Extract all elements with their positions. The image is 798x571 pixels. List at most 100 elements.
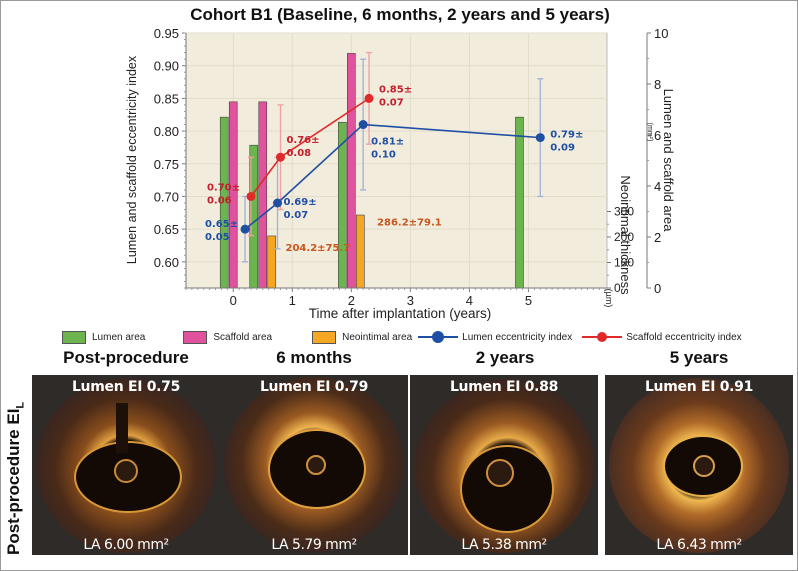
data-label: 0.07 bbox=[379, 97, 404, 108]
legend: Lumen area Scaffold area Neointimal area… bbox=[62, 328, 742, 346]
bars bbox=[219, 53, 524, 289]
x-tick-label: 2 bbox=[348, 293, 355, 308]
y-tick-label-neointimal: 200 bbox=[614, 230, 634, 244]
line-lumen-eccentricity-index bbox=[244, 123, 541, 230]
bar-neointimal-area bbox=[267, 235, 277, 289]
data-label: 0.65± bbox=[205, 219, 238, 230]
legend-label: Scaffold area bbox=[213, 331, 273, 343]
data-label: 0.76± bbox=[286, 135, 319, 146]
plot-area bbox=[185, 32, 608, 289]
x-tick-label: 3 bbox=[407, 293, 414, 308]
x-tick-label: 4 bbox=[466, 293, 473, 308]
lumen-area-label: LA 6.00 mm² bbox=[83, 537, 169, 553]
y-tick-label-left: 0.85 bbox=[154, 91, 179, 106]
y-tick-label-left: 0.60 bbox=[154, 255, 179, 270]
y-tick-label-left: 0.80 bbox=[154, 124, 179, 139]
catheter bbox=[693, 455, 715, 477]
lumen-ei-label: Lumen EI 0.91 bbox=[644, 379, 754, 395]
lumen-area-label: LA 5.79 mm² bbox=[271, 537, 357, 553]
oct-image-5-years: Lumen EI 0.91 LA 6.43 mm² bbox=[605, 375, 793, 555]
bar-lumen-area bbox=[515, 116, 524, 289]
panel-title-5-years: 5 years bbox=[669, 348, 729, 367]
point-scaffold-eccentricity-index bbox=[364, 93, 374, 103]
data-label: 0.05 bbox=[205, 232, 230, 243]
panel-title-2-years: 2 years bbox=[475, 348, 535, 367]
point-lumen-eccentricity-index bbox=[535, 133, 545, 143]
bar-neointimal-area bbox=[356, 214, 365, 289]
data-label: 0.79± bbox=[550, 130, 583, 141]
y-tick-label-area: 10 bbox=[654, 26, 668, 41]
oct-image-6-months: Lumen EI 0.79 LA 5.79 mm² bbox=[220, 375, 408, 555]
point-lumen-eccentricity-index bbox=[358, 120, 368, 130]
lumen bbox=[460, 445, 554, 533]
point-scaffold-eccentricity-index bbox=[275, 152, 285, 162]
y-tick-label-neointimal: 0 bbox=[614, 281, 621, 295]
y-tick-label-left: 0.70 bbox=[154, 189, 179, 204]
row-label-subscript: L bbox=[14, 401, 27, 409]
lumen bbox=[663, 435, 743, 497]
data-labels: 0.65± 0.05 0.69± 0.07 0.81± 0.10 0.79± 0.09 0.70… bbox=[205, 84, 583, 254]
legend-item-scaffold-ei: Scaffold eccentricity index bbox=[582, 331, 742, 343]
y-axis-label-neointimal-unit: (µm) bbox=[604, 289, 614, 308]
point-scaffold-eccentricity-index bbox=[246, 191, 256, 201]
oct-image-post-procedure: Lumen EI 0.75 LA 6.00 mm² bbox=[32, 375, 220, 555]
lumen-ei-label: Lumen EI 0.79 bbox=[259, 379, 369, 395]
y-tick-label-area: 4 bbox=[654, 179, 661, 194]
row-label: Post-procedure EIL bbox=[4, 402, 26, 555]
data-label: 0.07 bbox=[284, 210, 309, 221]
chart: Cohort B1 (Baseline, 6 months, 2 years a… bbox=[125, 5, 676, 321]
x-tick-label: 1 bbox=[289, 293, 296, 308]
data-label: 0.85± bbox=[379, 84, 412, 95]
y-tick-label-area: 0 bbox=[654, 281, 661, 296]
point-lumen-eccentricity-index bbox=[240, 224, 250, 234]
legend-item-lumen-area: Lumen area bbox=[62, 330, 146, 344]
legend-item-neointimal-area: Neointimal area bbox=[312, 330, 413, 344]
legend-label: Neointimal area bbox=[342, 331, 413, 343]
x-axis-label: Time after implantation (years) bbox=[309, 306, 492, 321]
catheter bbox=[306, 455, 326, 475]
data-label: 0.08 bbox=[286, 148, 311, 159]
guidewire-shadow bbox=[116, 403, 128, 453]
y-axis-label-left: Lumen and scaffold eccentricity index bbox=[125, 55, 139, 264]
catheter bbox=[486, 459, 514, 487]
legend-label: Lumen area bbox=[92, 331, 146, 343]
data-label: 0.69± bbox=[284, 197, 317, 208]
annotation-label: 204.2±75.7 bbox=[286, 243, 351, 254]
series-lines bbox=[240, 93, 545, 234]
y-tick-label-neointimal: 300 bbox=[614, 205, 634, 219]
panel-title-post-procedure: Post-procedure bbox=[63, 348, 189, 367]
y-axis-label-area: Lumen and scaffold area bbox=[661, 89, 676, 233]
legend-swatch bbox=[62, 330, 86, 344]
data-label: 0.06 bbox=[207, 195, 232, 206]
chart-title: Cohort B1 (Baseline, 6 months, 2 years a… bbox=[190, 5, 609, 24]
legend-item-lumen-ei: Lumen eccentricity index bbox=[418, 331, 572, 343]
data-label: 0.09 bbox=[550, 143, 575, 154]
legend-label: Lumen eccentricity index bbox=[462, 331, 573, 343]
lumen-ei-label: Lumen EI 0.88 bbox=[449, 379, 559, 395]
axes: 0.95 0.90 0.85 0.80 0.75 0.70 0.65 0.60 0 1 2 3 4 5 0 2… bbox=[154, 26, 669, 308]
panel-title-6-months: 6 months bbox=[276, 348, 352, 367]
y-tick-label-left: 0.65 bbox=[154, 222, 179, 237]
legend-line-marker bbox=[418, 331, 459, 343]
legend-swatch bbox=[312, 330, 337, 344]
lumen-area-label: LA 6.43 mm² bbox=[656, 537, 742, 553]
legend-line-marker bbox=[582, 331, 623, 343]
y-tick-label-area: 6 bbox=[654, 128, 661, 143]
y-axis-label-neointimal: Neointimal thickness bbox=[618, 175, 633, 295]
y-tick-label-neointimal: 100 bbox=[614, 256, 634, 270]
y-axis-label-area-unit: (mm²) bbox=[646, 123, 653, 142]
x-tick-label: 0 bbox=[230, 293, 237, 308]
annotation-label: 286.2±79.1 bbox=[377, 218, 442, 229]
y-tick-label-left: 0.90 bbox=[154, 59, 179, 74]
point-lumen-eccentricity-index bbox=[273, 198, 283, 208]
lumen-area-label: LA 5.38 mm² bbox=[461, 537, 547, 553]
legend-label: Scaffold eccentricity index bbox=[626, 331, 742, 343]
data-label: 0.81± bbox=[371, 137, 404, 148]
catheter bbox=[114, 459, 138, 483]
y-tick-label-area: 8 bbox=[654, 77, 661, 92]
y-tick-label-area: 2 bbox=[654, 230, 661, 245]
lumen-ei-label: Lumen EI 0.75 bbox=[71, 379, 181, 395]
legend-item-scaffold-area: Scaffold area bbox=[183, 330, 273, 344]
legend-swatch bbox=[183, 330, 208, 344]
y-tick-label-left: 0.95 bbox=[154, 26, 179, 41]
